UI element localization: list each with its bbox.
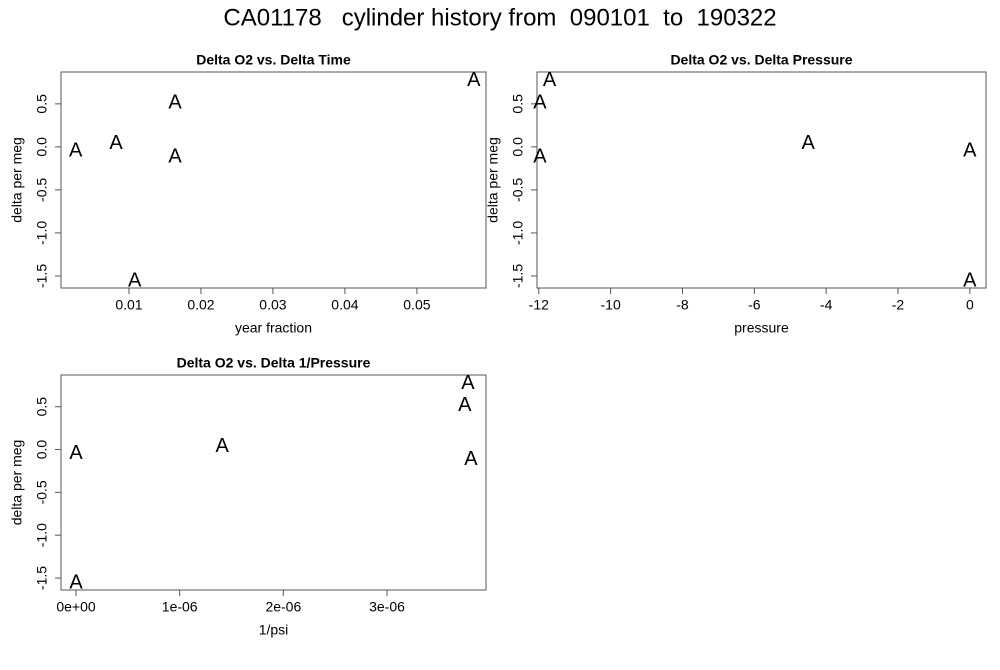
point: A — [533, 145, 547, 167]
x-tick-label: -12 — [529, 297, 549, 313]
x-axis-label: year fraction — [235, 320, 312, 336]
panel-title: Delta O2 vs. Delta Time — [196, 52, 351, 68]
x-tick-label: 0.04 — [331, 297, 358, 313]
x-tick-label: -4 — [820, 297, 833, 313]
x-tick-label: -8 — [676, 297, 689, 313]
panel-title: Delta O2 vs. Delta 1/Pressure — [177, 355, 371, 371]
x-tick-label: 0e+00 — [56, 599, 96, 615]
x-tick-label: 2e-06 — [265, 599, 301, 615]
y-axis-label: delta per meg — [9, 440, 25, 526]
y-tick-label: 0.0 — [510, 137, 526, 157]
x-axis-label: 1/psi — [259, 622, 289, 638]
x-tick-label: -10 — [601, 297, 621, 313]
x-tick-label: 1e-06 — [162, 599, 198, 615]
y-tick-label: 0.0 — [34, 440, 50, 460]
x-tick-label: 0.01 — [115, 297, 142, 313]
main-title: CA01178 cylinder history from 090101 to … — [223, 4, 776, 31]
point: A — [963, 269, 977, 291]
y-tick-label: -1.0 — [34, 221, 50, 245]
y-tick-label: 0.5 — [34, 94, 50, 114]
y-tick-label: -1.0 — [510, 221, 526, 245]
y-tick-label: -0.5 — [510, 178, 526, 202]
point: A — [963, 139, 977, 161]
point: A — [533, 91, 547, 113]
point: A — [69, 442, 83, 464]
x-tick-label: 0 — [966, 297, 974, 313]
plot-box — [536, 71, 987, 289]
y-tick-label: -0.5 — [34, 178, 50, 202]
point: A — [128, 269, 142, 291]
point: A — [464, 448, 478, 470]
y-tick-label: 0.5 — [34, 397, 50, 417]
y-tick-label: -1.5 — [34, 566, 50, 590]
point: A — [69, 571, 83, 593]
y-tick-label: -1.5 — [510, 264, 526, 288]
point: A — [802, 132, 816, 154]
x-tick-label: -6 — [748, 297, 761, 313]
y-tick-label: -1.0 — [34, 523, 50, 547]
x-tick-label: 0.05 — [403, 297, 430, 313]
x-tick-label: -2 — [892, 297, 905, 313]
y-axis-label: delta per meg — [9, 137, 25, 223]
x-tick-label: 3e-06 — [369, 599, 405, 615]
x-tick-label: 0.03 — [259, 297, 286, 313]
point: A — [168, 145, 182, 167]
point: A — [461, 372, 475, 394]
x-axis-label: pressure — [734, 320, 789, 336]
x-tick-label: 0.02 — [187, 297, 214, 313]
point: A — [543, 69, 557, 91]
plot-box — [60, 71, 487, 289]
y-axis-label: delta per meg — [485, 137, 501, 223]
point: A — [216, 435, 230, 457]
point: A — [467, 69, 481, 91]
y-tick-label: 0.5 — [510, 94, 526, 114]
y-tick-label: 0.0 — [34, 137, 50, 157]
point: A — [69, 139, 83, 161]
panel-title: Delta O2 vs. Delta Pressure — [670, 52, 852, 68]
y-tick-label: -1.5 — [34, 264, 50, 288]
y-tick-label: -0.5 — [34, 480, 50, 504]
plot-box — [60, 374, 487, 591]
point: A — [168, 91, 182, 113]
point: A — [458, 394, 472, 416]
point: A — [109, 132, 123, 154]
